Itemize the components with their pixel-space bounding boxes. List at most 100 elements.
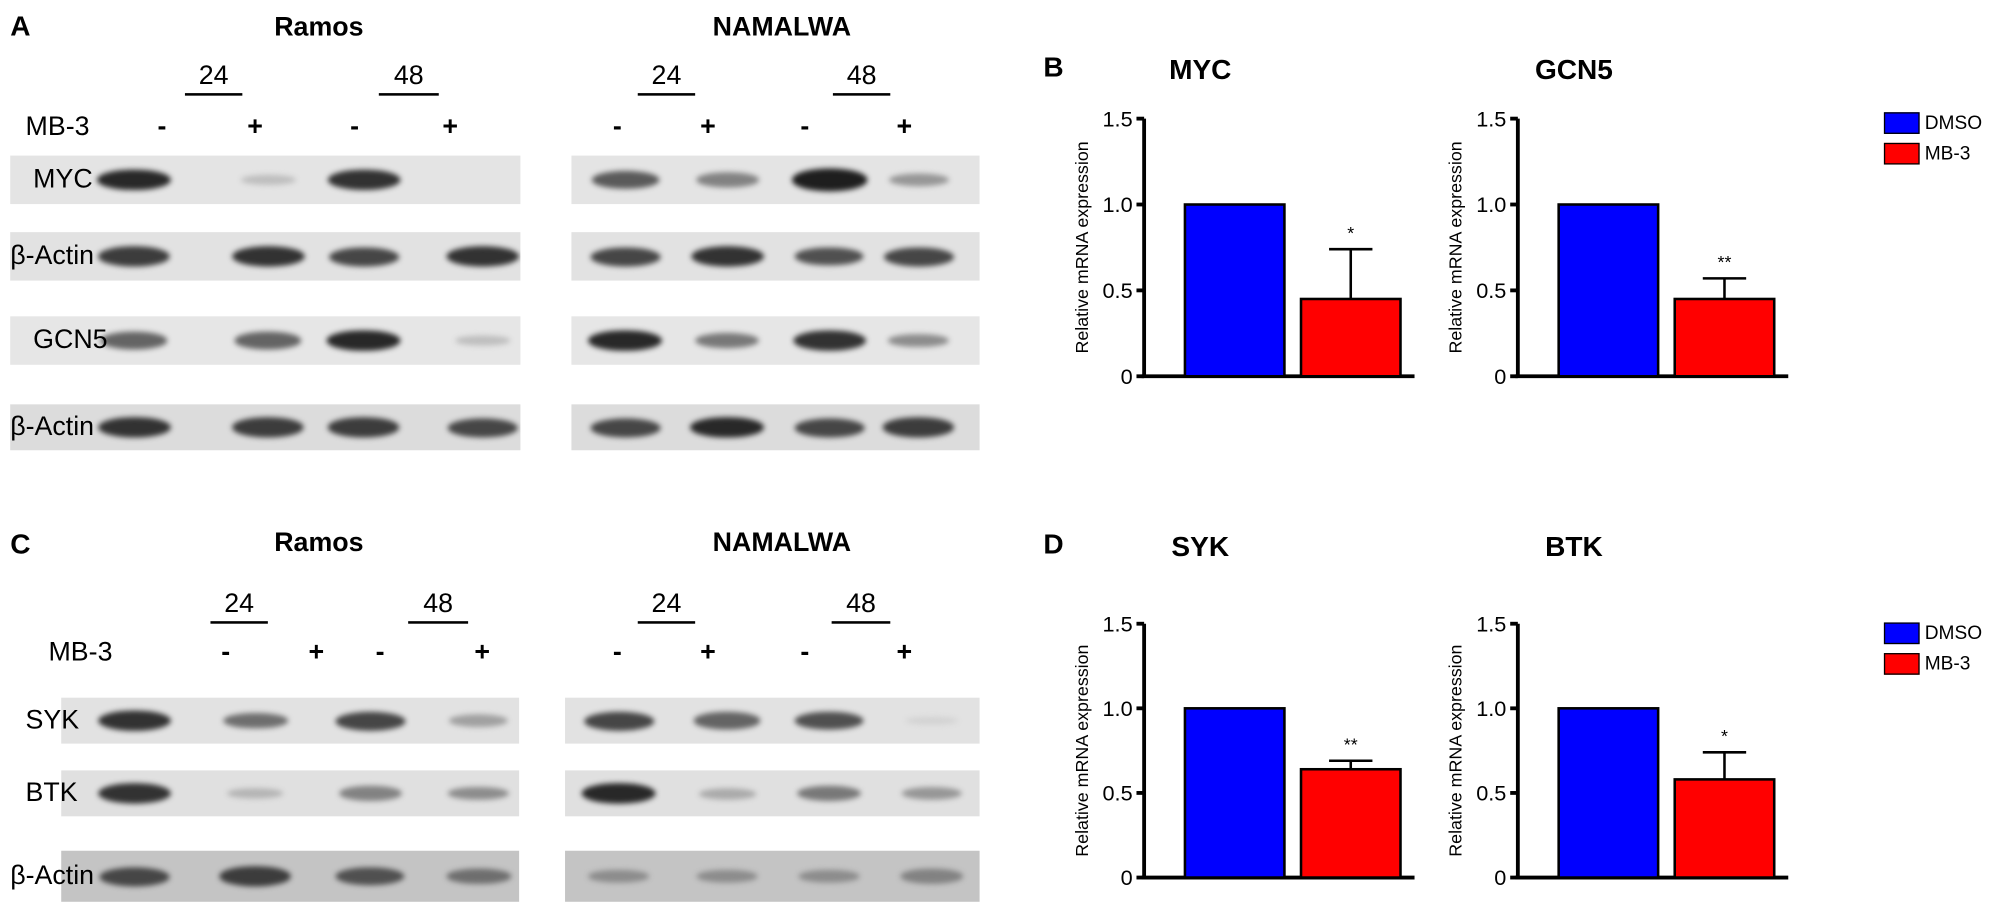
panel-label-d: D xyxy=(1043,528,1064,560)
bar-mb3 xyxy=(1299,297,1402,378)
row-label: β-Actin xyxy=(10,411,95,442)
timepoint-label: 48 xyxy=(846,61,877,91)
protein-band xyxy=(887,333,949,348)
treatment-sign: - xyxy=(221,637,231,668)
treatment-label: MB-3 xyxy=(48,637,113,668)
protein-band xyxy=(695,172,759,188)
row-label: SYK xyxy=(25,705,80,735)
timepoint-label: 48 xyxy=(846,589,876,619)
timepoint-bracket xyxy=(637,93,696,96)
y-tick-label: 0.5 xyxy=(1476,781,1506,806)
protein-band xyxy=(690,416,765,438)
significance-marker: ** xyxy=(1344,735,1358,755)
treatment-sign: + xyxy=(247,112,263,142)
treatment-sign: - xyxy=(157,112,167,142)
protein-band xyxy=(328,246,399,266)
protein-band xyxy=(447,786,509,801)
protein-band xyxy=(797,785,861,802)
timepoint-bracket xyxy=(832,93,891,96)
bar-dmso xyxy=(1557,707,1660,879)
protein-band xyxy=(698,787,756,800)
blot-strip-syk xyxy=(565,697,980,744)
timepoint-bracket xyxy=(184,93,243,96)
treatment-sign: + xyxy=(474,637,490,668)
blot-strip-gcn5 xyxy=(10,316,521,365)
protein-band xyxy=(97,710,171,731)
y-tick-label: 0.5 xyxy=(1476,278,1506,303)
legend-label: MB-3 xyxy=(1924,653,1971,675)
legend-item-mb3: MB-3 xyxy=(1883,142,1971,165)
protein-band xyxy=(327,417,400,438)
treatment-sign: + xyxy=(700,112,716,142)
legend-swatch xyxy=(1883,142,1920,165)
panel-label-b: B xyxy=(1043,51,1064,83)
significance-marker: ** xyxy=(1718,252,1732,272)
treatment-sign: - xyxy=(612,637,622,668)
y-tick-label: 0 xyxy=(1121,865,1133,890)
bar-mb3 xyxy=(1673,778,1776,879)
row-label: β-Actin xyxy=(10,860,95,891)
y-tick-label: 1.0 xyxy=(1476,696,1506,721)
protein-band xyxy=(445,868,511,885)
protein-band xyxy=(335,867,405,886)
legend-label: DMSO xyxy=(1924,112,1983,134)
y-axis-label: Relative mRNA expression xyxy=(1072,645,1092,857)
timepoint-bracket xyxy=(831,621,891,624)
protein-band xyxy=(231,246,305,267)
protein-band xyxy=(791,168,867,191)
protein-band xyxy=(97,783,171,804)
timepoint-bracket xyxy=(408,621,469,624)
chart-title: BTK xyxy=(1545,531,1603,562)
cell-line-title: Ramos xyxy=(274,528,364,558)
protein-band xyxy=(326,329,401,352)
protein-band xyxy=(792,330,866,351)
legend-swatch xyxy=(1883,622,1920,645)
timepoint-bracket xyxy=(637,621,696,624)
treatment-sign: - xyxy=(800,637,810,668)
bar-dmso xyxy=(1183,203,1286,378)
protein-band xyxy=(883,246,954,266)
protein-band xyxy=(447,417,518,437)
timepoint-label: 24 xyxy=(198,61,229,91)
blot-strip-gcn5 xyxy=(571,316,980,365)
treatment-sign: - xyxy=(612,112,622,142)
y-tick-label: 0.5 xyxy=(1103,781,1133,806)
legend-label: MB-3 xyxy=(1924,142,1971,165)
legend-label: DMSO xyxy=(1924,622,1983,645)
y-tick-label: 0 xyxy=(1121,364,1133,389)
protein-band xyxy=(794,711,864,730)
treatment-sign: + xyxy=(896,637,913,668)
significance-marker: * xyxy=(1347,223,1354,243)
y-tick-label: 0.5 xyxy=(1103,278,1133,303)
protein-band xyxy=(904,716,958,725)
timepoint-label: 48 xyxy=(423,589,454,619)
protein-band xyxy=(588,869,650,884)
protein-band xyxy=(445,246,519,267)
legend-swatch xyxy=(1883,112,1920,134)
protein-band xyxy=(448,714,508,727)
treatment-sign: + xyxy=(308,637,325,668)
bar-mb3 xyxy=(1299,767,1402,879)
y-tick-label: 1.0 xyxy=(1476,192,1506,217)
protein-band xyxy=(695,332,759,349)
y-axis-label: Relative mRNA expression xyxy=(1072,141,1092,353)
cell-line-title: Ramos xyxy=(274,12,364,43)
y-tick-label: 1.5 xyxy=(1476,106,1506,131)
y-tick-label: 1.0 xyxy=(1103,192,1133,217)
bar-dmso xyxy=(1183,707,1286,879)
protein-band xyxy=(338,786,402,801)
blot-strip-actin xyxy=(10,404,521,451)
blot-strip-actin xyxy=(571,404,980,451)
y-tick-label: 1.5 xyxy=(1103,106,1133,131)
protein-band xyxy=(454,335,510,346)
protein-band xyxy=(96,169,171,191)
legend-swatch xyxy=(1883,653,1920,675)
chart-title: SYK xyxy=(1171,531,1229,562)
protein-band xyxy=(240,174,296,185)
chart-title: MYC xyxy=(1169,54,1231,85)
row-label: BTK xyxy=(25,778,78,808)
legend-item-dmso: DMSO xyxy=(1883,112,1983,134)
protein-band xyxy=(219,866,291,887)
